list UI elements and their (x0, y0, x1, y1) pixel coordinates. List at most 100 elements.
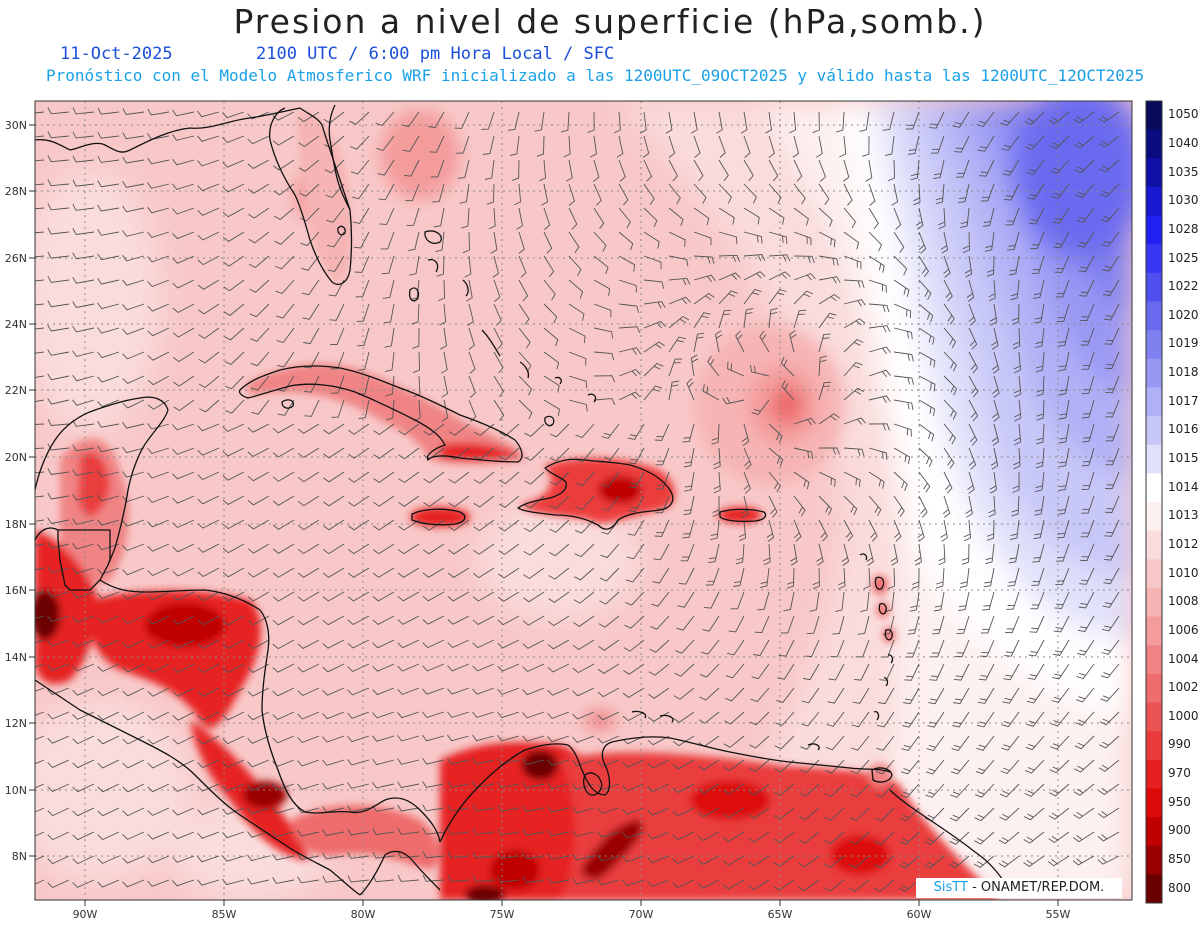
wind-barb (518, 351, 532, 372)
wind-barb (677, 591, 695, 608)
wind-barb (172, 327, 195, 338)
wind-barb (843, 255, 862, 270)
wind-barb (686, 378, 695, 401)
wind-barb (223, 303, 245, 316)
wind-barb (547, 615, 570, 627)
wind-barb (1053, 615, 1070, 633)
wind-barb (222, 878, 245, 886)
wind-barb (722, 879, 745, 890)
wind-barb (122, 855, 145, 864)
wind-barb (147, 351, 170, 361)
wind-barb (1058, 375, 1070, 396)
wind-barb (509, 135, 520, 156)
wind-barb (35, 615, 45, 619)
wind-barb (172, 423, 195, 431)
wind-barb (722, 807, 745, 819)
wind-barb (874, 855, 895, 869)
lon-label-65w: 65W (768, 908, 793, 921)
wind-barb (223, 255, 245, 267)
wind-barb (347, 687, 370, 696)
wind-barb (1027, 663, 1045, 680)
wind-barb (197, 255, 220, 266)
wind-barb (457, 159, 470, 179)
colorbar-swatch-990 (1146, 731, 1162, 761)
wind-barb (868, 231, 883, 252)
wind-barb (247, 495, 270, 506)
wind-barb (422, 567, 445, 578)
wind-barb (1010, 279, 1020, 301)
wind-barb (248, 255, 270, 269)
wind-barb (622, 855, 645, 863)
wind-barb (668, 231, 686, 247)
wind-barb (1052, 207, 1070, 224)
wind-barb (918, 255, 930, 278)
wind-barb (197, 807, 220, 816)
wind-barb (97, 711, 120, 721)
wind-barb (385, 399, 395, 421)
wind-barb (1105, 375, 1120, 394)
wind-barb (702, 615, 720, 632)
wind-barb (1001, 135, 1020, 151)
wind-barb (348, 519, 370, 531)
wind-barb (843, 183, 853, 206)
wind-barb (172, 495, 195, 504)
wind-barb (980, 615, 995, 634)
wind-barb (1049, 759, 1070, 774)
wind-barb (868, 423, 890, 431)
wind-barb (272, 591, 295, 602)
wind-barb (1006, 591, 1020, 610)
wind-barb (547, 853, 570, 860)
wind-barb (47, 517, 70, 525)
wind-barb (893, 279, 910, 297)
wind-barb (843, 207, 857, 229)
wind-barb (372, 851, 395, 859)
colorbar-label-1017: 1017 (1168, 393, 1199, 408)
wind-barb (247, 687, 270, 697)
colorbar-swatch-1000 (1146, 702, 1162, 732)
field-venezuela (560, 752, 1000, 900)
wind-barb (322, 852, 345, 860)
wind-barb (1004, 639, 1020, 657)
wind-barb (743, 447, 752, 470)
wind-barb (793, 207, 809, 226)
wind-barb (724, 687, 745, 702)
wind-barb (1081, 447, 1095, 467)
wind-barb (447, 874, 470, 882)
wind-barb (377, 159, 395, 176)
wind-barb (1003, 663, 1020, 681)
wind-barb (518, 255, 527, 278)
wind-barb (523, 567, 545, 580)
wind-barb (172, 303, 195, 314)
wind-barb (1098, 135, 1120, 148)
wind-barb (992, 375, 1000, 398)
wind-barb (991, 351, 1000, 374)
wind-barb (900, 783, 920, 798)
wind-barb (172, 231, 195, 240)
wind-barb (350, 159, 370, 175)
wind-barb (938, 207, 946, 230)
wind-barb (943, 303, 955, 325)
wind-barb (1028, 639, 1045, 657)
coast-belize-border (58, 529, 111, 566)
wind-barb (1056, 303, 1070, 323)
field-florida (297, 110, 352, 285)
coast-colombia-north (439, 736, 891, 843)
wind-barb (718, 272, 741, 281)
wind-barb (47, 615, 70, 623)
wind-barb (439, 303, 447, 326)
colorbar-swatch-850 (1146, 845, 1162, 875)
coast-central-america-north (99, 579, 441, 843)
credit-brand: SisTT (933, 880, 968, 895)
wind-barb (322, 759, 345, 766)
wind-barb (1049, 783, 1070, 797)
wind-barb (47, 373, 70, 381)
coast-venezuela-delta (889, 789, 1011, 891)
wind-barb (97, 399, 120, 408)
wind-barb (422, 687, 445, 695)
wind-barb (741, 495, 749, 518)
wind-barb (780, 356, 795, 377)
wind-barb (868, 495, 882, 517)
wind-barb (35, 327, 45, 330)
wind-barb (398, 447, 420, 460)
wind-barb (575, 519, 595, 534)
